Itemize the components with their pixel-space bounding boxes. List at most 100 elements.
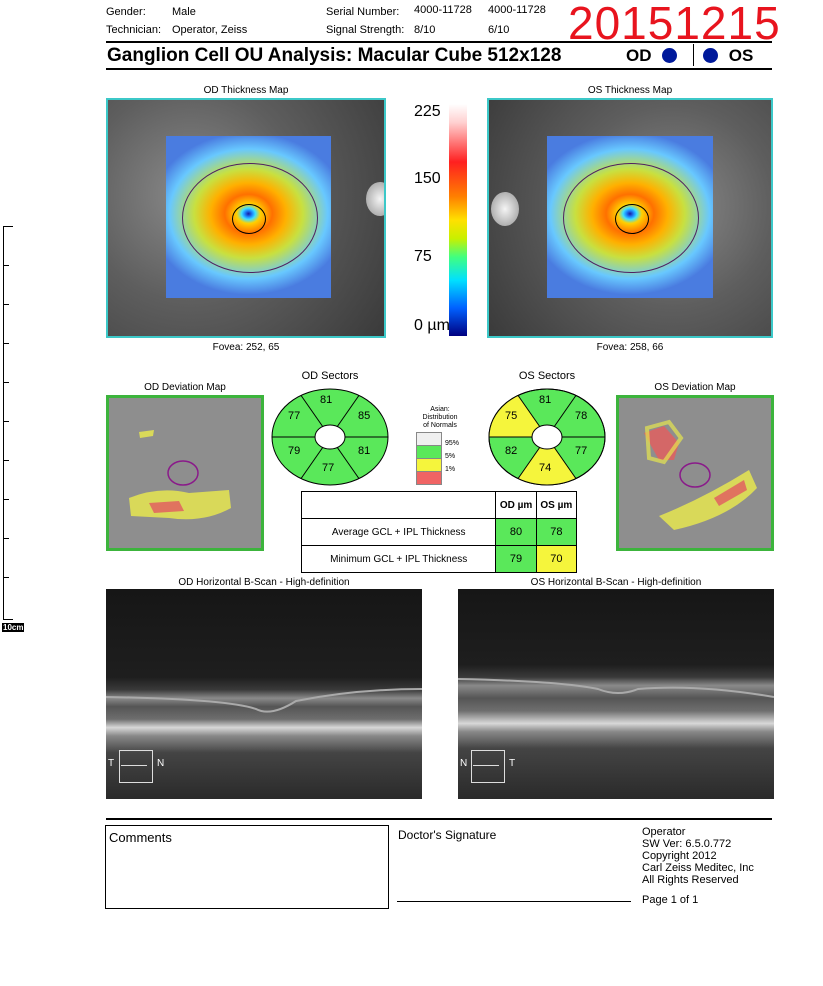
measurements-table: OD µm OS µm Average GCL + IPL Thickness … [300, 491, 578, 573]
signal-od: 8/10 [414, 24, 436, 36]
optic-disc [366, 182, 384, 216]
od-scan-arrow [121, 765, 147, 766]
sw-version: SW Ver: 6.5.0.772 [642, 838, 732, 850]
od-sector-bottom: 77 [322, 462, 335, 474]
od-scan-right: N [157, 758, 165, 769]
os-inner-ellipse [615, 204, 649, 234]
ruler [3, 226, 13, 620]
legend-swatch-yellow [416, 458, 442, 472]
od-os-divider [693, 44, 694, 66]
os-dot-icon [703, 48, 718, 63]
average-os-value: 78 [535, 518, 578, 546]
os-deviation-overlay [644, 419, 757, 530]
minimum-os-value: 70 [535, 545, 578, 573]
comments-box[interactable]: Comments [105, 825, 389, 909]
legend-5: 5% [445, 453, 456, 460]
od-sectors-title: OD Sectors [301, 370, 359, 382]
table-row: Minimum GCL + IPL Thickness 79 70 [300, 545, 578, 573]
serial-od: 4000-11728 [414, 4, 472, 16]
scale-225: 225 [414, 103, 441, 120]
os-sector-bottom: 74 [539, 462, 552, 474]
os-scan-left: N [460, 758, 468, 769]
signal-label: Signal Strength: [326, 24, 405, 36]
row-label: Average GCL + IPL Thickness [300, 518, 497, 546]
os-sectors-title: OS Sectors [518, 370, 576, 382]
od-deviation-overlay [129, 430, 231, 520]
technician-value: Operator, Zeiss [172, 24, 248, 36]
table-row: Average GCL + IPL Thickness 80 78 [300, 518, 578, 546]
os-label: OS [728, 46, 754, 65]
od-bscan-title: OD Horizontal B-Scan - High-definition [178, 577, 350, 588]
os-scan-direction-box [471, 750, 505, 783]
col-os-header: OS µm [535, 491, 578, 519]
od-fovea-label: Fovea: 252, 65 [212, 342, 280, 353]
average-od-value: 80 [495, 518, 537, 546]
gender-value: Male [172, 6, 196, 18]
ruler-tick [4, 382, 9, 383]
normals-legend: Asian: Distribution of Normals [412, 406, 468, 430]
legend-95: 95% [445, 440, 460, 447]
os-bscan-image: N T [458, 589, 774, 799]
od-retina-profile [106, 688, 422, 713]
table-header-row: OD µm OS µm [300, 491, 578, 519]
page-title: Ganglion Cell OU Analysis: Macular Cube … [107, 45, 562, 66]
rights: All Rights Reserved [642, 874, 739, 886]
od-deviation-title: OD Deviation Map [144, 382, 226, 393]
signature-line[interactable] [397, 901, 631, 902]
serial-label: Serial Number: [326, 6, 400, 18]
scale-150: 150 [414, 170, 441, 187]
serial-os: 4000-11728 [488, 4, 546, 16]
legend-title-line: of Normals [423, 422, 457, 429]
scale-0: 0 µm [414, 317, 450, 334]
os-sector-upper-left: 75 [505, 410, 518, 422]
os-badge: OS [703, 46, 753, 66]
ruler-tick [4, 499, 9, 500]
os-sectors-wheel: 81 78 77 74 82 75 [487, 387, 607, 487]
od-sector-upper-left: 77 [288, 410, 301, 422]
os-thickness-title: OS Thickness Map [587, 85, 673, 96]
operator-label: Operator [642, 826, 686, 838]
os-deviation-title: OS Deviation Map [654, 382, 736, 393]
comments-label: Comments [109, 830, 172, 845]
od-deviation-map [106, 395, 264, 551]
table-header-blank [300, 491, 497, 519]
row-label: Minimum GCL + IPL Thickness [300, 545, 497, 573]
os-deviation-map [616, 395, 774, 551]
od-scan-left: T [108, 758, 115, 769]
od-sector-upper-right: 85 [358, 410, 371, 422]
ruler-tick [4, 538, 9, 539]
ruler-tick [4, 460, 9, 461]
ruler-tick [4, 577, 9, 578]
os-scan-right: T [509, 758, 516, 769]
od-bscan-image: T N [106, 589, 422, 799]
od-sectors-wheel: 81 85 81 77 79 77 [270, 387, 390, 487]
footer-rule [106, 818, 772, 820]
minimum-od-value: 79 [495, 545, 537, 573]
legend-swatch-red [416, 471, 442, 485]
os-retina-profile [458, 678, 774, 698]
os-thickness-map [487, 98, 773, 338]
thickness-scale-bar [449, 104, 467, 336]
od-label: OD [626, 46, 652, 65]
os-scan-arrow [473, 765, 499, 766]
od-sector-lower-left: 79 [288, 445, 301, 457]
col-od-header: OD µm [495, 491, 537, 519]
od-thickness-map [106, 98, 386, 338]
od-scan-direction-box [119, 750, 153, 783]
os-bscan-title: OS Horizontal B-Scan - High-definition [530, 577, 702, 588]
ruler-tick [4, 421, 9, 422]
os-sector-upper-right: 78 [575, 410, 588, 422]
od-sector-top: 81 [320, 394, 333, 406]
copyright: Copyright 2012 [642, 850, 717, 862]
os-sector-top: 81 [539, 394, 552, 406]
os-measurement-ellipse [563, 163, 699, 273]
os-sector-lower-left: 82 [505, 445, 518, 457]
header-rule [106, 41, 772, 43]
legend-swatch-green [416, 445, 442, 459]
page-number: Page 1 of 1 [642, 894, 699, 906]
od-measurement-ellipse [182, 163, 318, 273]
od-badge: OD [626, 46, 678, 66]
signature-label: Doctor's Signature [398, 828, 497, 842]
title-rule [106, 68, 772, 70]
scale-75: 75 [414, 248, 432, 265]
